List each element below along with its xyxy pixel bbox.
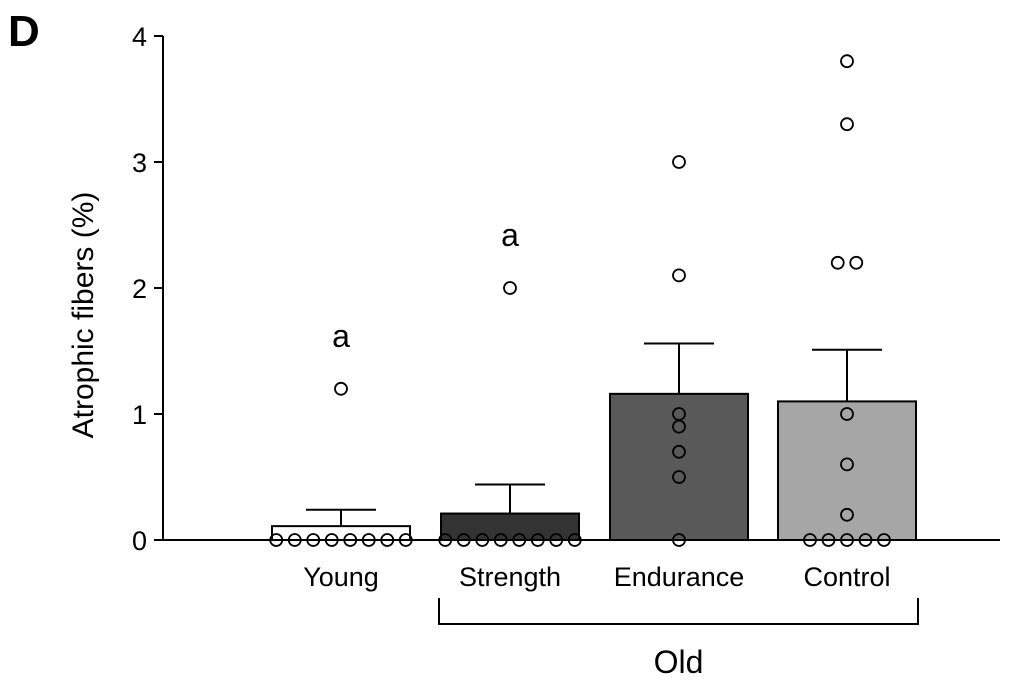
- significance-label: a: [332, 318, 350, 354]
- data-point: [672, 155, 686, 169]
- y-tick-label: 4: [132, 22, 147, 52]
- data-point: [334, 381, 348, 396]
- category-label: Young: [303, 562, 379, 592]
- group-label: Old: [654, 644, 704, 680]
- data-point: [840, 407, 854, 421]
- data-point: [830, 255, 845, 270]
- plot-area: 0 1 2 3 4 a Young a Strength Endurance Control Old: [132, 22, 1000, 680]
- data-point: [503, 281, 517, 295]
- group-bracket: [438, 598, 919, 625]
- category-label: Endurance: [614, 562, 745, 592]
- data-point: [840, 457, 854, 472]
- y-tick-label: 1: [132, 400, 147, 430]
- bar: [271, 525, 411, 542]
- panel-letter: D: [8, 7, 40, 56]
- data-point: [672, 419, 686, 434]
- data-point: [672, 470, 686, 484]
- data-point: [672, 268, 686, 283]
- data-point: [672, 444, 686, 459]
- significance-label: a: [501, 217, 519, 253]
- bar: [609, 392, 749, 541]
- data-point: [849, 255, 864, 270]
- y-axis-title: Atrophic fibers (%): [67, 192, 100, 439]
- y-tick-label: 3: [132, 148, 147, 178]
- data-point: [840, 507, 854, 522]
- y-tick-label: 2: [132, 274, 147, 304]
- data-point: [840, 54, 854, 69]
- y-tick-label: 0: [132, 526, 147, 556]
- category-label: Strength: [459, 562, 561, 592]
- data-point: [840, 117, 854, 132]
- category-label: Control: [803, 562, 890, 592]
- bar: [440, 512, 580, 541]
